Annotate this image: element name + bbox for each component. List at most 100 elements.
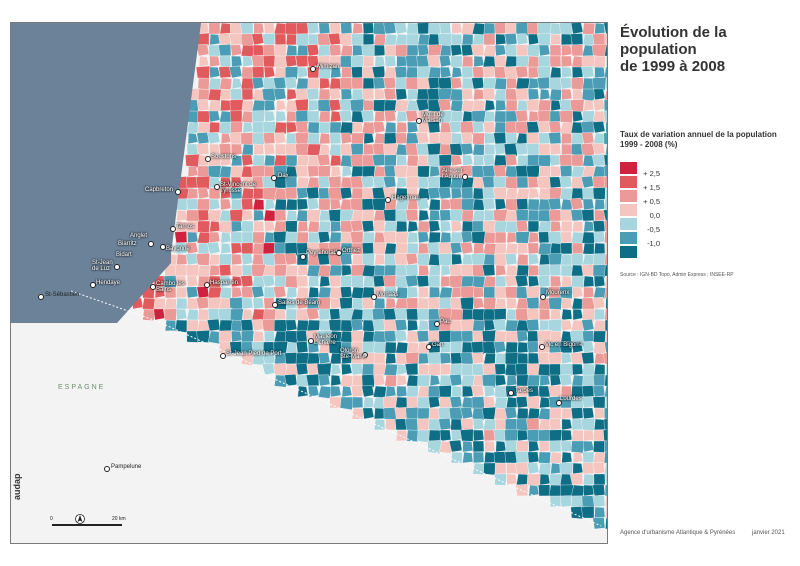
commune-polygon <box>516 99 529 112</box>
commune-polygon <box>473 55 485 68</box>
town-dot-tarbes <box>508 390 514 396</box>
commune-polygon <box>241 154 254 167</box>
commune-polygon <box>505 99 518 112</box>
commune-polygon <box>231 286 243 299</box>
commune-polygon <box>384 374 397 387</box>
commune-polygon <box>374 253 386 266</box>
commune-polygon <box>505 198 518 211</box>
commune-polygon <box>206 318 221 332</box>
commune-polygon <box>395 44 409 58</box>
commune-polygon <box>592 495 606 508</box>
commune-polygon <box>482 66 496 79</box>
commune-polygon <box>362 231 375 244</box>
commune-polygon <box>426 54 441 68</box>
commune-polygon <box>548 351 563 366</box>
commune-polygon <box>318 121 331 134</box>
commune-polygon <box>483 429 496 442</box>
commune-polygon <box>197 187 210 200</box>
commune-polygon <box>428 23 442 36</box>
commune-polygon <box>504 33 518 46</box>
commune-polygon <box>483 77 497 91</box>
commune-polygon <box>262 55 276 68</box>
commune-polygon <box>374 297 386 310</box>
commune-polygon <box>217 307 233 322</box>
town-dot-mont-de-marsan <box>416 118 422 124</box>
commune-polygon <box>538 55 551 68</box>
commune-polygon <box>569 472 584 486</box>
commune-polygon <box>285 308 298 321</box>
commune-polygon <box>548 297 563 311</box>
commune-polygon <box>570 506 585 520</box>
commune-polygon <box>494 121 507 134</box>
commune-polygon <box>349 175 364 189</box>
commune-polygon <box>405 55 419 68</box>
commune-polygon <box>329 132 342 145</box>
commune-polygon <box>164 297 177 310</box>
commune-polygon <box>186 275 199 288</box>
commune-polygon <box>516 440 529 453</box>
commune-polygon <box>307 77 320 90</box>
commune-polygon <box>493 88 509 103</box>
commune-polygon <box>351 77 364 90</box>
town-label-pampelune: Pampelune <box>111 464 142 470</box>
commune-polygon <box>405 274 419 288</box>
commune-polygon <box>296 275 309 288</box>
commune-polygon <box>306 209 321 223</box>
commune-polygon <box>428 66 442 80</box>
commune-polygon <box>449 209 463 222</box>
commune-polygon <box>527 55 540 68</box>
commune-polygon <box>494 396 508 410</box>
commune-polygon <box>451 33 463 46</box>
town-dot-peyrehorade <box>300 254 306 260</box>
legend-swatch <box>620 176 637 188</box>
town-label-bayonne: Bayonne <box>166 246 190 252</box>
commune-polygon <box>450 55 463 68</box>
commune-polygon <box>593 286 606 299</box>
commune-polygon <box>561 66 573 79</box>
commune-polygon <box>396 385 408 398</box>
commune-polygon <box>593 473 606 486</box>
commune-polygon <box>550 275 562 288</box>
commune-polygon <box>450 451 463 464</box>
commune-polygon <box>385 352 397 365</box>
commune-polygon <box>263 23 276 35</box>
commune-polygon <box>472 23 486 36</box>
commune-polygon <box>439 44 452 57</box>
commune-polygon <box>362 330 375 343</box>
commune-polygon <box>604 253 607 266</box>
commune-polygon <box>505 187 518 200</box>
choropleth-map[interactable] <box>10 22 608 544</box>
date-credit: janvier 2021 <box>752 530 785 536</box>
commune-polygon <box>327 186 343 201</box>
commune-polygon <box>229 88 243 101</box>
commune-polygon <box>329 286 342 299</box>
commune-polygon <box>538 418 551 431</box>
commune-polygon <box>515 143 529 156</box>
commune-polygon <box>538 451 551 464</box>
commune-polygon <box>440 66 452 79</box>
commune-polygon <box>440 198 452 211</box>
commune-polygon <box>240 275 254 288</box>
commune-polygon <box>330 385 342 398</box>
commune-polygon <box>604 198 607 211</box>
commune-polygon <box>504 44 518 57</box>
commune-polygon <box>527 352 540 365</box>
commune-polygon <box>440 231 452 244</box>
commune-polygon <box>296 198 309 211</box>
commune-polygon <box>604 473 607 486</box>
national-border <box>70 290 602 527</box>
commune-polygon <box>493 66 507 79</box>
commune-polygon <box>251 319 265 332</box>
commune-polygon <box>483 352 496 365</box>
commune-polygon <box>352 121 364 134</box>
commune-polygon <box>569 197 584 211</box>
commune-polygon <box>594 66 606 79</box>
commune-polygon <box>516 176 529 189</box>
commune-polygon <box>405 253 419 266</box>
commune-polygon <box>482 88 496 101</box>
commune-polygon <box>308 286 320 299</box>
commune-polygon <box>461 176 475 190</box>
commune-polygon <box>516 187 530 201</box>
commune-polygon <box>417 77 430 90</box>
commune-polygon <box>582 33 595 46</box>
